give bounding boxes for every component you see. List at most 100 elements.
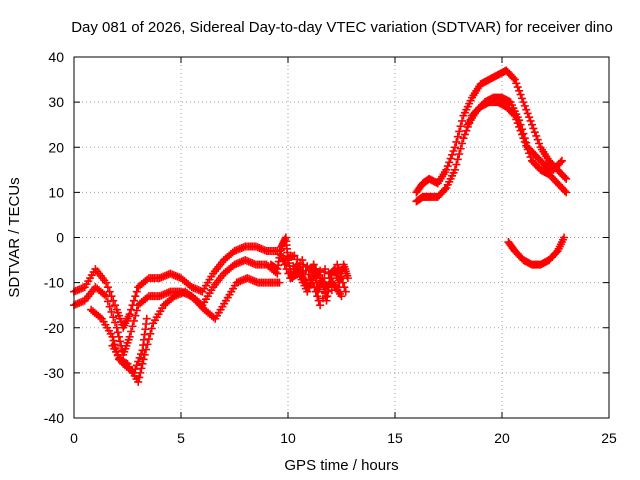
data-point xyxy=(318,294,327,303)
data-point xyxy=(452,137,461,146)
y-tick-label: 40 xyxy=(48,49,64,65)
data-point xyxy=(105,287,114,296)
data-point xyxy=(456,122,465,131)
data-point xyxy=(134,377,143,386)
data-point xyxy=(209,313,218,322)
data-point xyxy=(313,292,322,301)
data-point xyxy=(112,323,121,332)
data-point xyxy=(560,173,569,182)
data-point xyxy=(517,125,526,134)
data-point xyxy=(321,287,330,296)
series-track-b xyxy=(70,256,282,359)
data-point xyxy=(333,260,342,269)
data-point xyxy=(314,296,323,305)
data-point xyxy=(131,311,140,320)
data-point xyxy=(109,313,118,322)
data-point xyxy=(330,267,339,276)
data-point xyxy=(533,135,542,144)
data-point xyxy=(523,109,532,118)
data-point xyxy=(307,263,316,272)
data-point xyxy=(102,278,111,287)
data-point xyxy=(443,162,452,171)
data-point xyxy=(557,156,566,165)
series-scatter-cluster xyxy=(266,233,352,310)
data-point xyxy=(458,116,467,125)
data-point xyxy=(327,286,336,295)
data-point xyxy=(132,361,141,370)
data-point xyxy=(311,265,320,274)
data-point xyxy=(338,278,347,287)
data-point xyxy=(520,101,529,110)
data-point xyxy=(455,150,464,159)
data-point xyxy=(530,128,539,137)
data-point xyxy=(453,155,462,164)
data-point xyxy=(334,265,343,274)
data-point xyxy=(324,269,333,278)
y-tick-label: 10 xyxy=(48,184,64,200)
data-point xyxy=(519,129,528,138)
y-tick-label: 0 xyxy=(56,230,64,246)
data-point xyxy=(460,130,469,139)
series-track-c xyxy=(87,274,284,386)
data-point xyxy=(336,269,345,278)
data-point xyxy=(138,359,147,368)
data-point xyxy=(103,283,112,292)
grid xyxy=(74,57,609,418)
data-point xyxy=(105,302,114,311)
data-point xyxy=(311,287,320,296)
y-axis-label: SDTVAR / TECUs xyxy=(6,177,23,297)
data-point xyxy=(275,278,284,287)
data-point xyxy=(341,287,350,296)
data-point xyxy=(298,260,307,269)
data-point xyxy=(334,283,343,292)
data-point xyxy=(450,143,459,152)
data-point xyxy=(535,139,544,148)
data-point xyxy=(282,265,291,274)
data-point xyxy=(142,314,151,323)
data-point xyxy=(135,353,144,362)
data-point xyxy=(450,165,459,174)
y-tick-label: -30 xyxy=(44,365,64,381)
data-point xyxy=(111,318,120,327)
data-point xyxy=(456,144,465,153)
y-tick-label: 20 xyxy=(48,139,64,155)
data-point xyxy=(320,268,329,277)
data-point xyxy=(515,86,524,95)
data-point xyxy=(132,287,141,296)
data-point xyxy=(532,131,541,140)
data-point xyxy=(515,116,524,125)
data-point xyxy=(337,292,346,301)
x-tick-label: 10 xyxy=(280,430,296,446)
data-point xyxy=(520,134,529,143)
data-point xyxy=(459,134,468,143)
data-point xyxy=(96,313,105,322)
data-point xyxy=(509,74,518,83)
data-point xyxy=(440,185,449,194)
data-point xyxy=(316,301,325,310)
data-point xyxy=(453,132,462,141)
y-tick-label: -20 xyxy=(44,320,64,336)
data-point xyxy=(560,186,569,195)
data-point xyxy=(303,262,312,271)
series-track-e xyxy=(412,66,571,197)
data-point xyxy=(316,266,325,275)
data-point xyxy=(125,310,134,319)
data-point xyxy=(107,307,116,316)
data-point xyxy=(527,120,536,129)
data-point xyxy=(448,150,457,159)
y-tick-label: -10 xyxy=(44,275,64,291)
series-track-g xyxy=(463,93,566,174)
data-point xyxy=(522,105,531,114)
data-point xyxy=(442,165,451,174)
data-point xyxy=(458,139,467,148)
data-point xyxy=(310,283,319,292)
data-point xyxy=(446,154,455,163)
data-point xyxy=(131,365,140,374)
series-track-d xyxy=(108,314,151,377)
data-point xyxy=(132,306,141,315)
x-tick-label: 0 xyxy=(70,430,78,446)
data-point xyxy=(134,357,143,366)
data-point xyxy=(303,287,312,296)
x-axis-label: GPS time / hours xyxy=(284,457,398,474)
data-point xyxy=(103,297,112,306)
